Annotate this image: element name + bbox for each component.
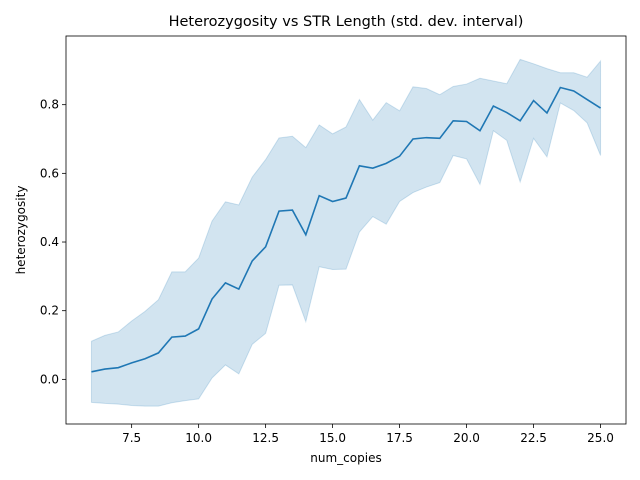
y-tick-label: 0.0 xyxy=(40,372,59,386)
y-tick-label: 0.6 xyxy=(40,166,59,180)
mean-line xyxy=(91,86,601,373)
y-axis-label: heterozygosity xyxy=(14,186,28,275)
y-tick-label: 0.2 xyxy=(40,304,59,318)
axes-frame xyxy=(65,35,627,425)
x-tick-label: 22.5 xyxy=(520,431,547,445)
y-tick-label: 0.8 xyxy=(40,98,59,112)
y-axis: 0.0 0.2 0.4 0.6 0.8 xyxy=(40,98,66,386)
std-dev-band xyxy=(90,58,602,407)
x-tick-label: 25.0 xyxy=(587,431,614,445)
x-axis: 7.5 10.0 12.5 15.0 17.5 20.0 22.5 25.0 xyxy=(122,424,614,445)
y-tick-label: 0.4 xyxy=(40,235,59,249)
chart-title: Heterozygosity vs STR Length (std. dev. … xyxy=(169,14,524,30)
x-tick-label: 20.0 xyxy=(453,431,480,445)
x-tick-label: 12.5 xyxy=(252,431,279,445)
plot-area xyxy=(90,58,602,407)
x-tick-label: 10.0 xyxy=(185,431,212,445)
x-axis-label: num_copies xyxy=(310,451,381,465)
x-tick-label: 15.0 xyxy=(319,431,346,445)
x-tick-label: 7.5 xyxy=(122,431,141,445)
x-tick-label: 17.5 xyxy=(386,431,413,445)
